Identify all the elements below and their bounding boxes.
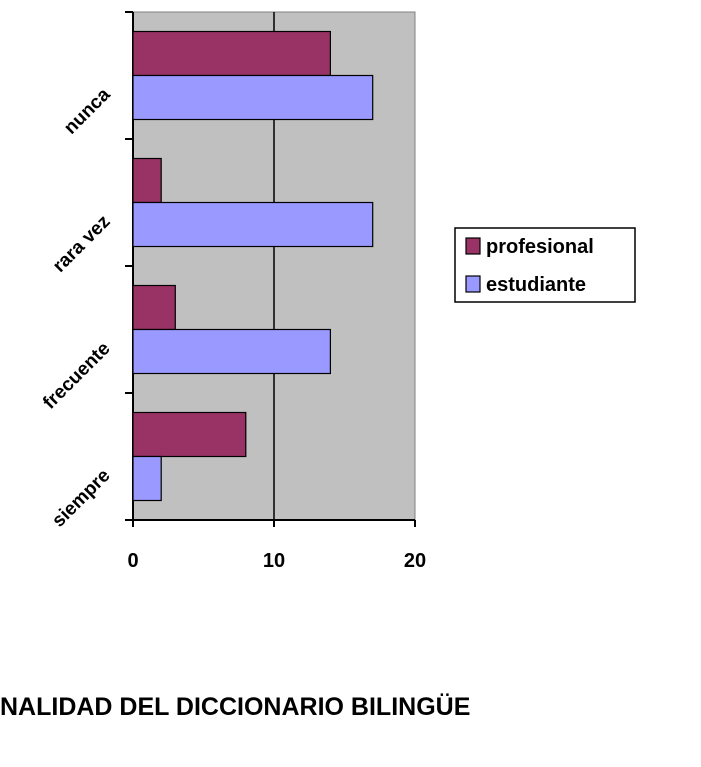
- legend-label: estudiante: [486, 274, 586, 296]
- bar: [132, 157, 162, 204]
- bar: [132, 284, 176, 331]
- bar: [132, 30, 331, 77]
- chart-title: NALIDAD DEL DICCIONARIO BILINGÜE: [0, 692, 470, 721]
- bar: [132, 411, 247, 458]
- legend-box: [454, 227, 636, 303]
- x-tick-label: 10: [263, 550, 285, 572]
- legend-swatch: [465, 275, 481, 293]
- bar: [132, 328, 331, 375]
- x-tick-label: 20: [404, 550, 426, 572]
- legend-label: profesional: [486, 236, 594, 258]
- y-tick-label: rara vez: [49, 211, 115, 277]
- bar: [132, 201, 374, 248]
- y-tick-label: nunca: [60, 84, 115, 139]
- y-tick-label: frecuente: [39, 338, 114, 413]
- x-tick-label: 0: [127, 550, 138, 572]
- y-tick-label: siempre: [48, 465, 114, 531]
- bar: [132, 74, 374, 121]
- legend-swatch: [465, 237, 481, 255]
- bar: [132, 455, 162, 502]
